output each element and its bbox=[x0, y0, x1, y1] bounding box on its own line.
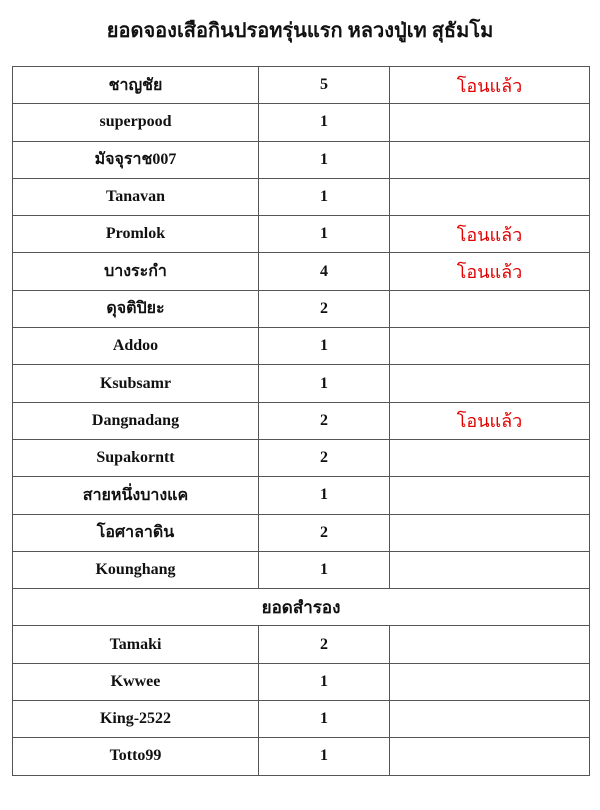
qty-cell: 1 bbox=[258, 550, 390, 590]
status-cell bbox=[389, 700, 590, 739]
name-cell: King-2522 bbox=[12, 700, 259, 739]
qty-cell: 2 bbox=[258, 513, 390, 552]
status-cell bbox=[389, 513, 590, 552]
name-cell: Tanavan bbox=[12, 177, 259, 217]
qty-cell: 2 bbox=[258, 438, 390, 478]
qty-cell: 4 bbox=[258, 252, 390, 291]
table-row: Addoo 1 bbox=[12, 327, 590, 366]
qty-cell: 1 bbox=[258, 662, 390, 702]
name-cell: Kwwee bbox=[12, 662, 259, 702]
booking-table: ชาญชัย 5 โอนแล้ว superpood 1 มัจจุราช007 1 Tana… bbox=[12, 65, 590, 776]
status-cell bbox=[389, 103, 590, 142]
name-cell: Tamaki bbox=[12, 625, 259, 664]
status-cell: โอนแล้ว bbox=[389, 252, 590, 291]
name-cell: Kounghang bbox=[12, 550, 259, 590]
table-row: Kwwee 1 bbox=[12, 662, 590, 702]
name-cell: Totto99 bbox=[12, 737, 259, 776]
name-cell: มัจจุราช007 bbox=[12, 140, 259, 179]
qty-cell: 2 bbox=[258, 289, 390, 329]
qty-cell: 1 bbox=[258, 364, 390, 403]
status-cell bbox=[389, 662, 590, 702]
name-cell: Ksubsamr bbox=[12, 364, 259, 403]
table-row: บางระกำ 4 โอนแล้ว bbox=[12, 252, 590, 291]
table-row: Dangnadang 2 โอนแล้ว bbox=[12, 401, 590, 440]
table-row: Totto99 1 bbox=[12, 737, 590, 776]
status-cell bbox=[389, 140, 590, 179]
status-cell bbox=[389, 364, 590, 403]
qty-cell: 1 bbox=[258, 327, 390, 366]
table-row: ดุจติปิยะ 2 bbox=[12, 289, 590, 329]
qty-cell: 1 bbox=[258, 103, 390, 142]
table-row: superpood 1 bbox=[12, 103, 590, 142]
qty-cell: 1 bbox=[258, 177, 390, 217]
qty-cell: 1 bbox=[258, 700, 390, 739]
name-cell: Promlok bbox=[12, 215, 259, 254]
status-cell: โอนแล้ว bbox=[389, 401, 590, 440]
name-cell: ดุจติปิยะ bbox=[12, 289, 259, 329]
status-cell bbox=[389, 737, 590, 776]
name-cell: superpood bbox=[12, 103, 259, 142]
qty-cell: 5 bbox=[258, 65, 390, 105]
status-cell bbox=[389, 327, 590, 366]
name-cell: Dangnadang bbox=[12, 401, 259, 440]
table-row: Tamaki 2 bbox=[12, 625, 590, 664]
status-cell: โอนแล้ว bbox=[389, 65, 590, 105]
table-row: Promlok 1 โอนแล้ว bbox=[12, 215, 590, 254]
qty-cell: 2 bbox=[258, 625, 390, 664]
qty-cell: 1 bbox=[258, 476, 390, 515]
section-row: ยอดสำรอง bbox=[12, 588, 590, 627]
page-title: ยอดจองเสือกินปรอทรุ่นแรก หลวงปู่เท สุธัม… bbox=[106, 20, 494, 42]
name-cell: Supakorntt bbox=[12, 438, 259, 478]
table-row: โอศาลาดิน 2 bbox=[12, 513, 590, 552]
qty-cell: 1 bbox=[258, 140, 390, 179]
table-row: สายหนึ่งบางแค 1 bbox=[12, 476, 590, 515]
table-row: Supakorntt 2 bbox=[12, 438, 590, 478]
status-cell bbox=[389, 476, 590, 515]
qty-cell: 2 bbox=[258, 401, 390, 440]
table-row: ชาญชัย 5 โอนแล้ว bbox=[12, 65, 590, 105]
name-cell: สายหนึ่งบางแค bbox=[12, 476, 259, 515]
status-cell bbox=[389, 438, 590, 478]
table-row: Tanavan 1 bbox=[12, 177, 590, 217]
status-cell bbox=[389, 177, 590, 217]
reserve-heading: ยอดสำรอง bbox=[12, 588, 590, 627]
status-cell: โอนแล้ว bbox=[389, 215, 590, 254]
name-cell: ชาญชัย bbox=[12, 65, 259, 105]
table-row: Ksubsamr 1 bbox=[12, 364, 590, 403]
status-cell bbox=[389, 625, 590, 664]
name-cell: บางระกำ bbox=[12, 252, 259, 291]
qty-cell: 1 bbox=[258, 215, 390, 254]
table-row: มัจจุราช007 1 bbox=[12, 140, 590, 179]
qty-cell: 1 bbox=[258, 737, 390, 776]
status-cell bbox=[389, 289, 590, 329]
status-cell bbox=[389, 550, 590, 590]
table-row: Kounghang 1 bbox=[12, 550, 590, 590]
name-cell: โอศาลาดิน bbox=[12, 513, 259, 552]
table-row: King-2522 1 bbox=[12, 700, 590, 739]
name-cell: Addoo bbox=[12, 327, 259, 366]
